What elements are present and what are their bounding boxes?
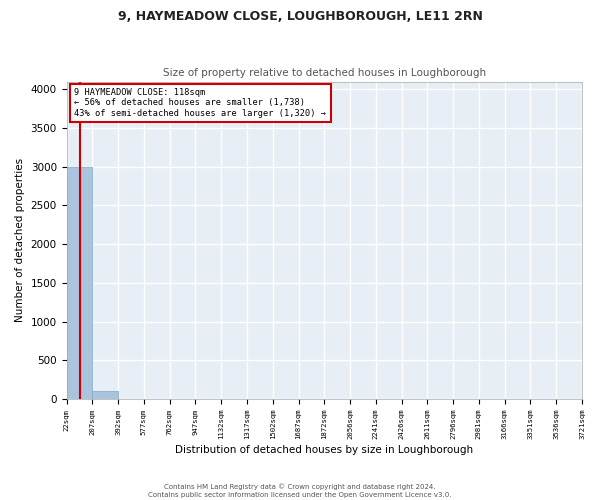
- Text: 9 HAYMEADOW CLOSE: 118sqm
← 56% of detached houses are smaller (1,738)
43% of se: 9 HAYMEADOW CLOSE: 118sqm ← 56% of detac…: [74, 88, 326, 118]
- Text: 9, HAYMEADOW CLOSE, LOUGHBOROUGH, LE11 2RN: 9, HAYMEADOW CLOSE, LOUGHBOROUGH, LE11 2…: [118, 10, 482, 23]
- Text: Contains HM Land Registry data © Crown copyright and database right 2024.
Contai: Contains HM Land Registry data © Crown c…: [148, 484, 452, 498]
- Y-axis label: Number of detached properties: Number of detached properties: [15, 158, 25, 322]
- X-axis label: Distribution of detached houses by size in Loughborough: Distribution of detached houses by size …: [175, 445, 473, 455]
- Bar: [67, 166, 92, 399]
- Title: Size of property relative to detached houses in Loughborough: Size of property relative to detached ho…: [163, 68, 486, 78]
- Bar: [92, 390, 118, 399]
